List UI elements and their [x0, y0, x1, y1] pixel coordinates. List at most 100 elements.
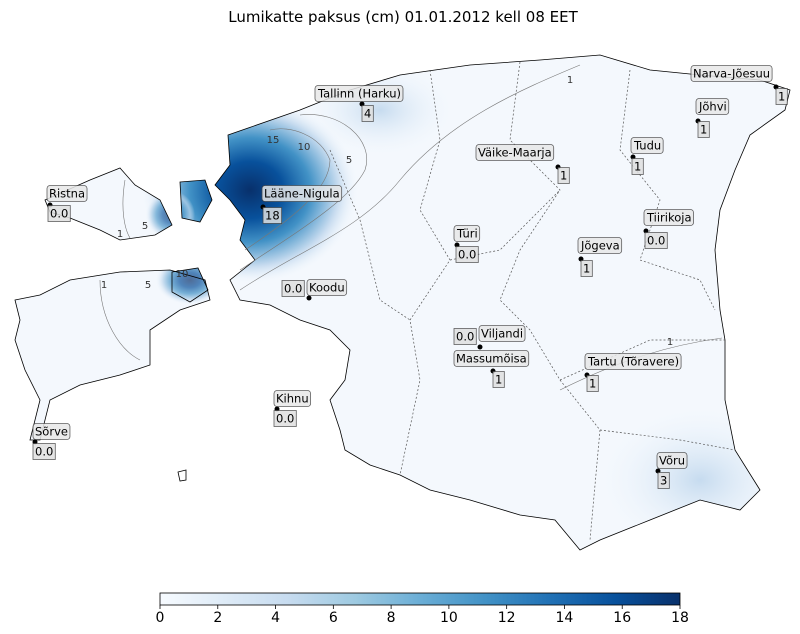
station-value: 0.0 [50, 207, 68, 221]
station-value: 3 [660, 474, 667, 488]
station-name: Tudu [633, 139, 661, 153]
colorbar-tick-label: 12 [498, 610, 516, 626]
station-name-box [584, 353, 682, 370]
station-value-box [273, 410, 297, 427]
station-name-box [475, 144, 555, 161]
station-name-box [32, 423, 71, 440]
station-name-box [46, 185, 88, 202]
station-value-box [775, 88, 788, 105]
station-value: 1 [634, 160, 641, 174]
station-name: Viljandi [481, 327, 523, 341]
station-name: Narva-Jõesuu [693, 67, 770, 81]
station: Viljandi 0.0 [453, 325, 526, 350]
station: Jõhvi 1 [695, 98, 730, 138]
station-value: 4 [364, 107, 371, 121]
station-name-box [577, 237, 623, 254]
station-value-box [492, 371, 505, 388]
colorbar-tick-label: 6 [329, 610, 338, 626]
station-value-box [281, 280, 305, 297]
station: Tartu (Tõravere) 1 [584, 353, 682, 392]
station: Massumõisa 1 [453, 350, 530, 388]
colorbar-tick-label: 14 [556, 610, 574, 626]
station-name: Ristna [49, 187, 85, 201]
station-value-box [631, 158, 644, 175]
colorbar-tick-label: 10 [440, 610, 458, 626]
station-dot [306, 295, 312, 301]
contour-label: 10 [176, 269, 189, 280]
station: Võru 3 [655, 452, 688, 489]
station-dot [477, 344, 483, 350]
station: Narva-Jõesuu 1 [690, 65, 788, 105]
station-name: Koodu [309, 281, 345, 295]
snow-field [15, 55, 790, 550]
station: Türi 0.0 [453, 225, 481, 263]
contour-label: 5 [142, 221, 148, 232]
contour-label: 15 [267, 135, 280, 146]
station: Sõrve 0.0 [32, 423, 71, 460]
colorbar [159, 592, 681, 606]
station: Kihnu 0.0 [273, 390, 312, 427]
station-value-box [586, 375, 599, 392]
station-value-box [557, 167, 570, 184]
colorbar-tick-label: 16 [613, 610, 631, 626]
map-title: Lumikatte paksus (cm) 01.01.2012 kell 08… [228, 8, 578, 26]
station-value-box [580, 260, 593, 277]
station-value: 0.0 [456, 330, 474, 344]
station-value: 1 [589, 377, 596, 391]
colorbar-tick-label: 0 [156, 610, 165, 626]
station: Jõgeva 1 [577, 237, 623, 277]
station-name-box [695, 98, 730, 115]
station-value-box [455, 246, 479, 263]
contour-label: 5 [145, 280, 151, 291]
station-name-box [690, 65, 773, 82]
station-name: Jõgeva [580, 239, 620, 253]
station-name-box [643, 209, 694, 226]
station-name: Türi [456, 227, 478, 241]
station-value: 0.0 [284, 282, 302, 296]
station-value: 1 [700, 123, 707, 137]
station: Tiirikoja 0.0 [643, 209, 694, 249]
station-value-box [262, 207, 283, 224]
station-value: 0.0 [276, 412, 294, 426]
station-value-box [697, 121, 710, 138]
contour-label: 5 [346, 155, 352, 166]
station-value: 0.0 [35, 445, 53, 459]
colorbar-tick-label: 8 [387, 610, 396, 626]
station: Koodu 0.0 [281, 279, 348, 301]
contour-label: 1 [101, 280, 107, 291]
station-value-box [644, 232, 668, 249]
station-name: Jõhvi [698, 100, 727, 114]
station-value: 1 [778, 90, 785, 104]
station-name-box [453, 350, 530, 367]
colorbar-tick-label: 4 [271, 610, 280, 626]
station: Tallinn (Harku) 4 [314, 85, 404, 122]
coastline [14, 54, 791, 551]
station-name-box [261, 185, 343, 202]
station-value-box [657, 472, 670, 489]
station-value: 0.0 [458, 248, 476, 262]
station: Lääne-Nigula 18 [260, 185, 343, 224]
station-value: 1 [495, 373, 502, 387]
station-name: Tallinn (Harku) [317, 87, 401, 101]
station-name: Väike-Maarja [478, 146, 552, 160]
station-name: Tiirikoja [646, 211, 692, 225]
colorbar-tick-label: 18 [671, 610, 689, 626]
station-name-box [314, 85, 404, 102]
station: Tudu 1 [630, 137, 664, 175]
station: Väike-Maarja 1 [475, 144, 570, 184]
station-name: Lääne-Nigula [264, 187, 340, 201]
station: Ristna 0.0 [46, 185, 88, 222]
station-name-box [630, 137, 664, 154]
station-value: 1 [583, 262, 590, 276]
contour-label: 1 [567, 75, 573, 86]
station-name-box [478, 325, 526, 342]
station-value: 0.0 [647, 234, 665, 248]
contour-label: 10 [298, 142, 311, 153]
station-value-box [47, 205, 71, 222]
station-value-box [361, 105, 374, 122]
station-name-box [273, 390, 312, 407]
colorbar-tick-label: 2 [213, 610, 222, 626]
station-name: Võru [659, 454, 685, 468]
station-name-box [306, 279, 348, 296]
